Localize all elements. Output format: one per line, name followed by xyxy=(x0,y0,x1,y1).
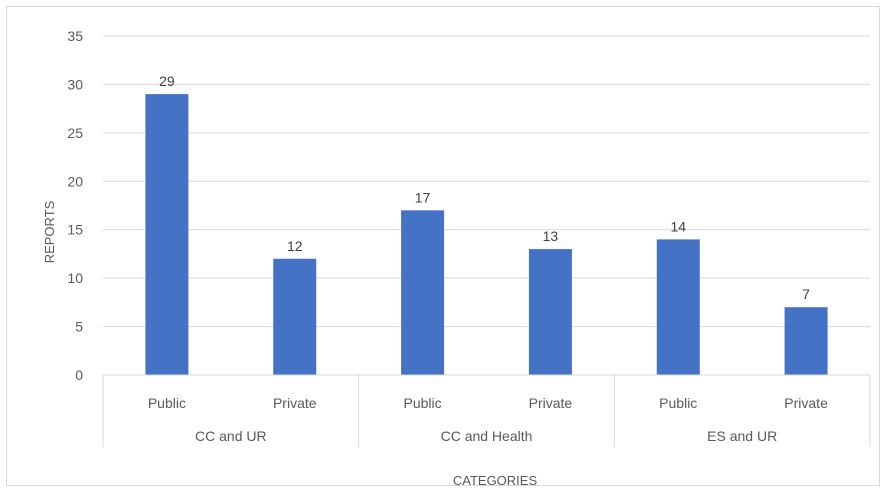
x-axis: Public Private CC and UR Public Private CC an… xyxy=(102,374,871,447)
y-tick-label: 15 xyxy=(67,222,83,238)
data-label: 7 xyxy=(802,286,810,302)
bar xyxy=(145,94,189,375)
y-tick-label: 25 xyxy=(67,125,83,141)
x-category-label: Public xyxy=(404,395,442,411)
y-tick-label: 20 xyxy=(67,173,83,189)
data-label: 29 xyxy=(159,73,175,89)
x-axis-title: CATEGORIES xyxy=(453,473,538,488)
x-category-label: Public xyxy=(148,395,186,411)
data-label: 12 xyxy=(287,238,303,254)
y-tick-label: 10 xyxy=(67,270,83,286)
y-tick-label: 30 xyxy=(67,76,83,92)
y-tick-label: 0 xyxy=(75,367,83,383)
bar xyxy=(401,210,445,375)
x-category-label: Private xyxy=(273,395,317,411)
y-tick-label: 5 xyxy=(75,319,83,335)
x-group-label: ES and UR xyxy=(707,428,777,444)
bar xyxy=(528,249,572,375)
x-category-label: Private xyxy=(784,395,828,411)
y-tick-label: 35 xyxy=(67,28,83,44)
y-tick-labels: 0 5 10 15 20 25 30 35 xyxy=(67,28,83,383)
data-label: 17 xyxy=(415,189,431,205)
gridlines xyxy=(103,35,870,376)
data-label: 14 xyxy=(670,218,686,234)
y-axis-title: REPORTS xyxy=(42,200,57,263)
data-label: 13 xyxy=(543,228,559,244)
x-category-label: Private xyxy=(529,395,573,411)
x-group-label: CC and UR xyxy=(195,428,267,444)
x-category-label: Public xyxy=(659,395,697,411)
bar xyxy=(784,307,828,375)
x-group-label: CC and Health xyxy=(441,428,533,444)
bar xyxy=(656,239,700,375)
bars xyxy=(145,94,828,375)
bar xyxy=(273,258,317,375)
data-labels: 29 12 17 13 14 7 xyxy=(159,73,810,302)
